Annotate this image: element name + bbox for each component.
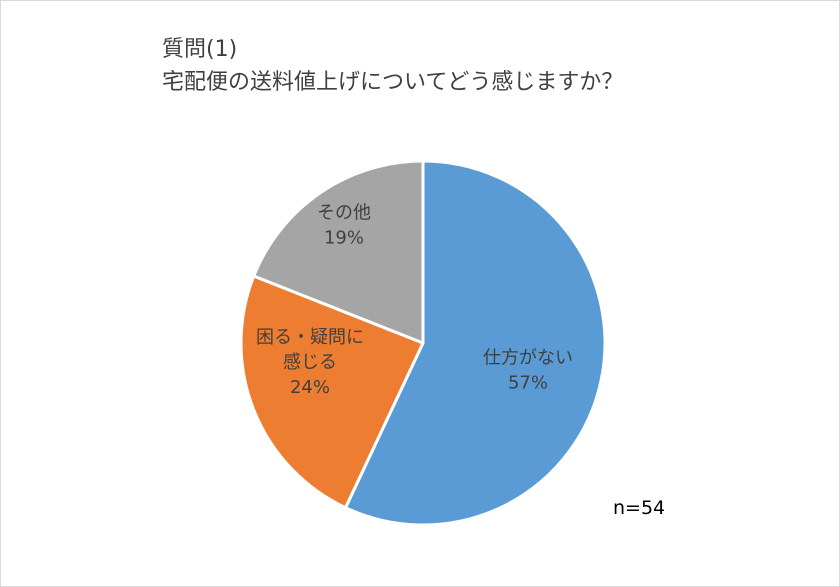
slice-percent-1: 24% (290, 377, 330, 398)
slice-label-0: 仕方がない 57% (483, 348, 573, 394)
pie-slice-2 (252, 159, 425, 345)
slice-percent-2: 19% (324, 228, 364, 249)
chart-title-line-1: 質問(1) (162, 37, 238, 62)
slice-percent-0: 57% (508, 373, 548, 394)
slice-name-0-line-0: 仕方がない (483, 348, 573, 369)
slice-name-1-line-0: 困る・疑問に (256, 327, 364, 348)
slice-name-1-line-1: 感じる (283, 352, 337, 373)
chart-title-line-2: 宅配便の送料値上げについてどう感じますか？ (162, 70, 624, 95)
pie-slice-1 (239, 274, 425, 510)
chart-title: 質問(1) 宅配便の送料値上げについてどう感じますか？ (162, 33, 623, 99)
slice-label-2: その他 19% (317, 203, 371, 249)
pie-slice-0 (344, 159, 607, 527)
slice-name-2-line-0: その他 (317, 203, 371, 224)
sample-size-note: n=54 (613, 497, 666, 519)
slice-label-1: 困る・疑問に感じる 24% (256, 327, 364, 398)
